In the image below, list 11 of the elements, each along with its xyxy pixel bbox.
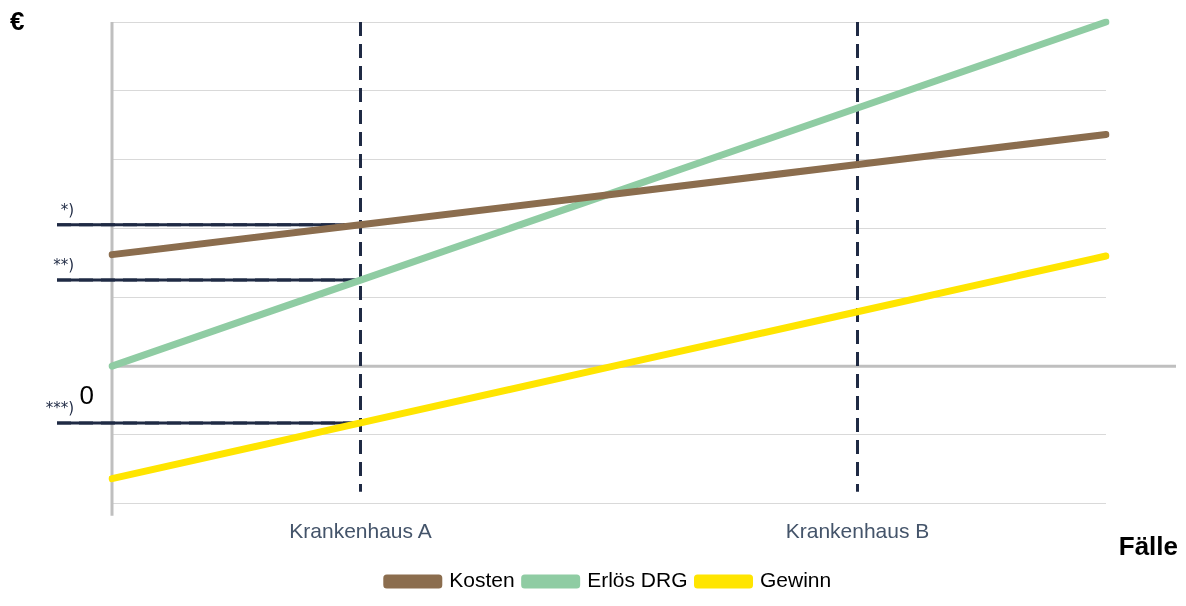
text: 0 [79, 380, 94, 411]
legend-label: Gewinn [760, 568, 832, 592]
x-tick-label: Krankenhaus B [785, 519, 930, 543]
ref-line-label: **) [53, 256, 74, 275]
ref-line-label: *) [60, 201, 74, 220]
legend-label: Erlös DRG [587, 568, 688, 592]
x-tick-label: Krankenhaus A [289, 519, 432, 543]
x-axis-title: Fälle [1118, 530, 1178, 561]
ref-line-label: ***) [45, 399, 74, 418]
y-axis-title: € [10, 6, 25, 37]
legend-label: Kosten [449, 568, 515, 592]
